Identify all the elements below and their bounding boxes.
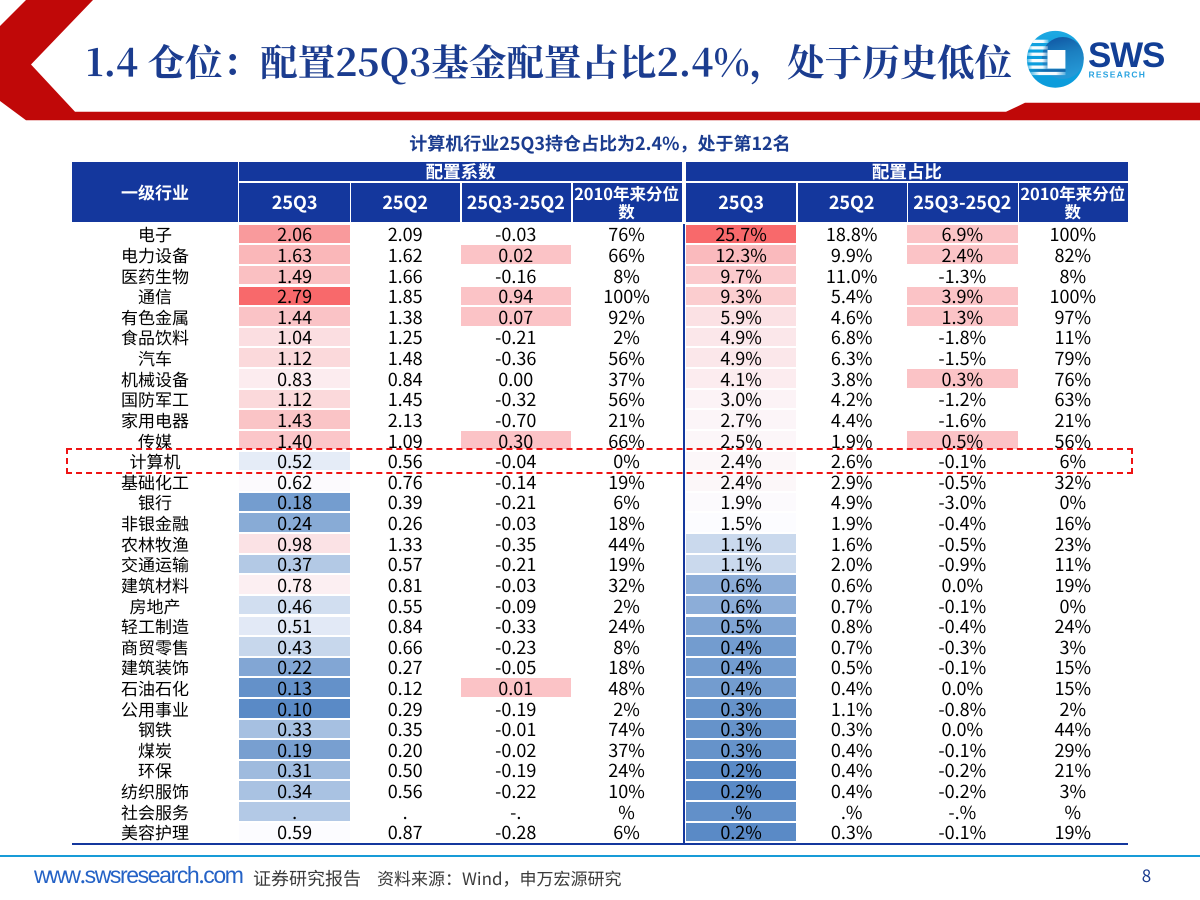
svg-text:SWS: SWS xyxy=(1088,36,1164,75)
svg-text:RESEARCH: RESEARCH xyxy=(1089,69,1147,79)
